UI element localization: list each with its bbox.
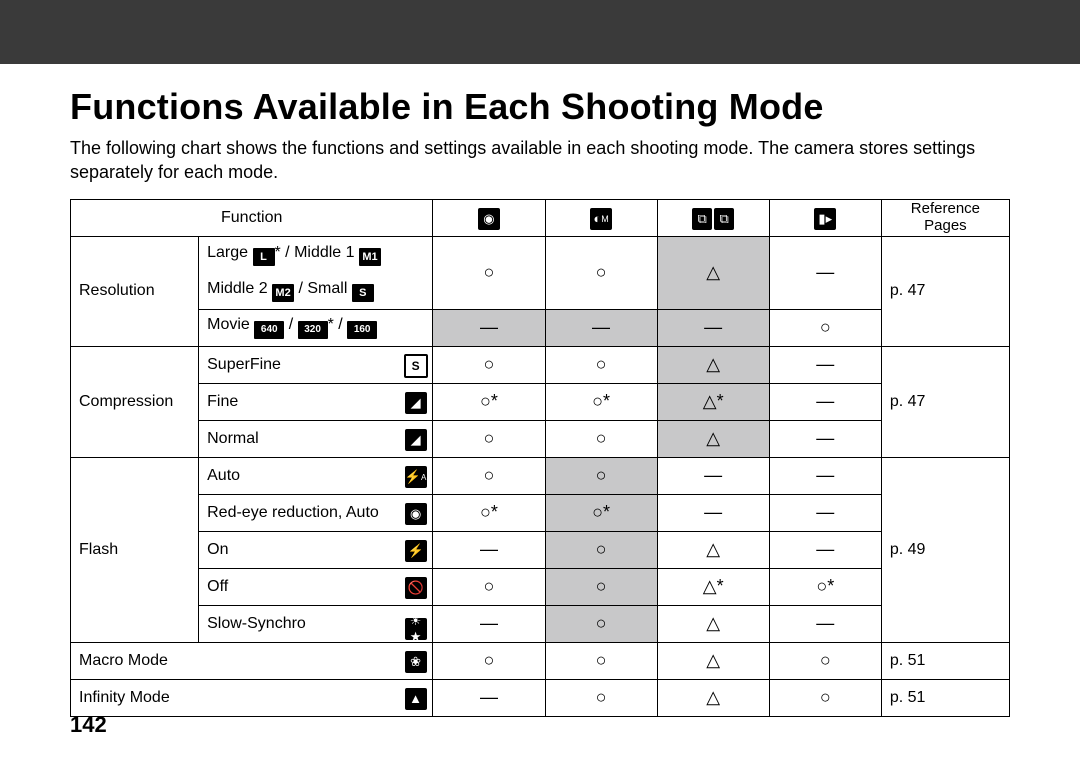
cell: △* [657, 568, 769, 605]
top-bar [0, 0, 1080, 64]
cell: ○ [545, 420, 657, 457]
ref-resolution: p. 47 [881, 236, 1009, 346]
flash-2: On [199, 531, 399, 568]
cell: — [769, 605, 881, 642]
cell: ○ [545, 531, 657, 568]
cell: ○ [433, 236, 545, 309]
group-macro-mode: Macro Mode [71, 642, 399, 679]
cell: — [433, 309, 545, 346]
intro-text: The following chart shows the functions … [70, 136, 1010, 185]
flash-on: ⚡ [399, 531, 433, 568]
cell: — [657, 309, 769, 346]
cell: — [433, 679, 545, 716]
col-function: Function [71, 199, 433, 236]
normal-icon: ◢ [399, 420, 433, 457]
cell: — [769, 494, 881, 531]
cell: ○ [769, 309, 881, 346]
page-number: 142 [70, 712, 107, 738]
slow-sync: ☀★ [399, 605, 433, 642]
cell: — [433, 531, 545, 568]
ref-infinity-mode: p. 51 [881, 679, 1009, 716]
cell: ○ [545, 346, 657, 383]
cell: ○ [433, 642, 545, 679]
cell: ○ [545, 642, 657, 679]
flash-0: Auto [199, 457, 399, 494]
cell: — [769, 383, 881, 420]
cell: △ [657, 420, 769, 457]
ref-flash: p. 49 [881, 457, 1009, 642]
group-infinity-mode: Infinity Mode [71, 679, 399, 716]
res-middle2-small: Middle 2 M2 / Small S [199, 273, 433, 310]
cell: — [769, 531, 881, 568]
res-large-middle1: Large L* / Middle 1 M1 [199, 236, 433, 273]
cell: ○ [769, 642, 881, 679]
cell: ○ [433, 457, 545, 494]
cell: △* [657, 383, 769, 420]
cell: ○ [545, 457, 657, 494]
cell: ○ [545, 605, 657, 642]
cell: △ [657, 531, 769, 568]
cell: △ [657, 236, 769, 309]
macro: ❀ [399, 642, 433, 679]
mode-stitch-icon: ⧉⧉ [657, 199, 769, 236]
cell: — [769, 457, 881, 494]
ref-compression: p. 47 [881, 346, 1009, 457]
cell: — [769, 346, 881, 383]
cell: ○ [545, 568, 657, 605]
functions-table: Function◉◐M⧉⧉▮▸ReferencePagesResolutionL… [70, 199, 1010, 717]
fine-icon: ◢ [399, 383, 433, 420]
cell: ○* [433, 494, 545, 531]
cell: ○* [545, 383, 657, 420]
cell: — [769, 236, 881, 309]
mode-camera-m-icon: ◐M [545, 199, 657, 236]
comp-normal: Normal [199, 420, 399, 457]
mode-movie-icon: ▮▸ [769, 199, 881, 236]
flash-auto: ⚡A [399, 457, 433, 494]
mode-camera-icon: ◉ [433, 199, 545, 236]
cell: — [657, 494, 769, 531]
group-flash: Flash [71, 457, 199, 642]
cell: ○ [433, 420, 545, 457]
cell: — [545, 309, 657, 346]
cell: ○ [545, 236, 657, 309]
comp-fine: Fine [199, 383, 399, 420]
page-title: Functions Available in Each Shooting Mod… [70, 86, 1010, 128]
flash-1: Red-eye reduction, Auto [199, 494, 399, 531]
group-resolution: Resolution [71, 236, 199, 346]
page-content: Functions Available in Each Shooting Mod… [0, 64, 1080, 717]
res-movie: Movie 640 / 320* / 160 [199, 309, 433, 346]
cell: △ [657, 346, 769, 383]
cell: ○* [769, 568, 881, 605]
flash-off: 🚫 [399, 568, 433, 605]
flash-3: Off [199, 568, 399, 605]
redeye: ◉ [399, 494, 433, 531]
cell: — [769, 420, 881, 457]
cell: ○ [545, 679, 657, 716]
cell: ○ [769, 679, 881, 716]
cell: — [433, 605, 545, 642]
comp-superfine: SuperFine [199, 346, 399, 383]
cell: △ [657, 679, 769, 716]
s-outline: S [399, 346, 433, 383]
ref-macro-mode: p. 51 [881, 642, 1009, 679]
cell: △ [657, 605, 769, 642]
cell: — [657, 457, 769, 494]
cell: ○ [433, 346, 545, 383]
col-reference: ReferencePages [881, 199, 1009, 236]
cell: ○ [433, 568, 545, 605]
cell: ○* [545, 494, 657, 531]
cell: △ [657, 642, 769, 679]
group-compression: Compression [71, 346, 199, 457]
flash-4: Slow-Synchro [199, 605, 399, 642]
infinity: ▲ [399, 679, 433, 716]
cell: ○* [433, 383, 545, 420]
